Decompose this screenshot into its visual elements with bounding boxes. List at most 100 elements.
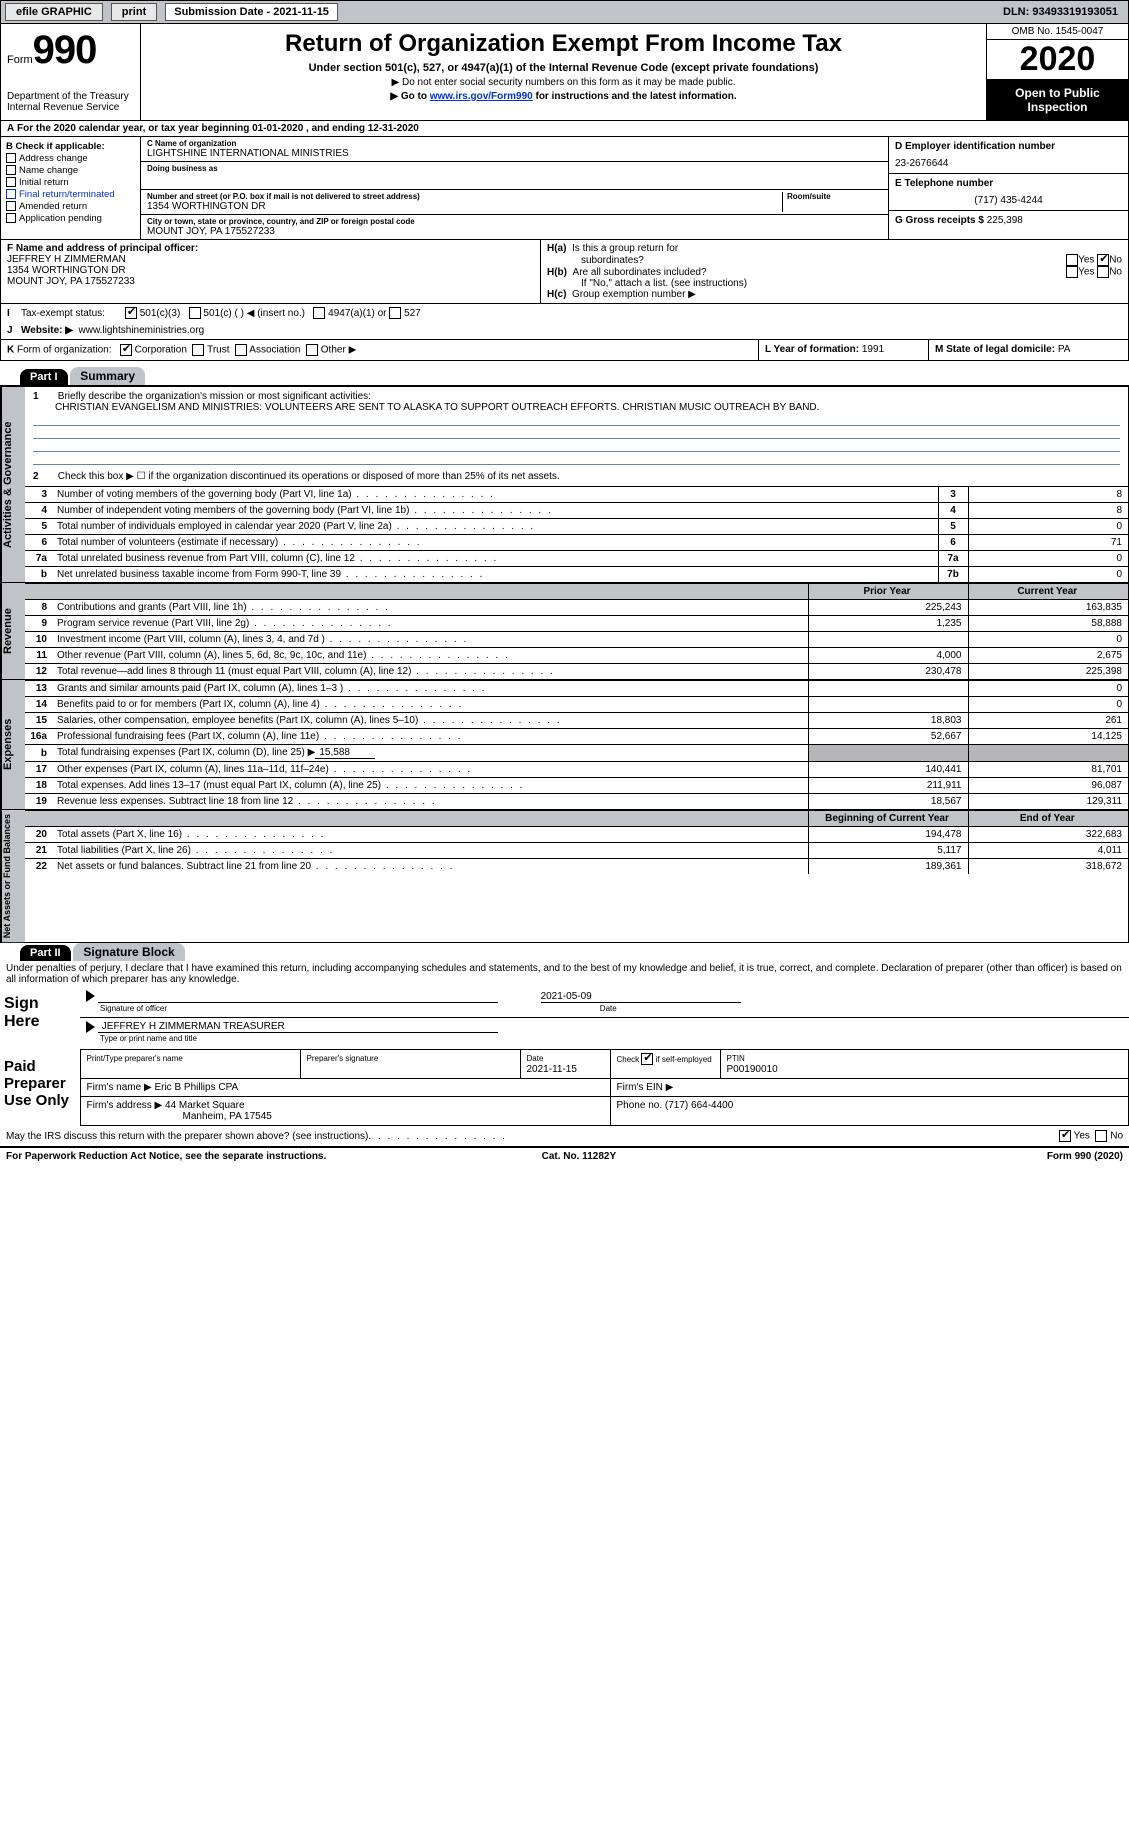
current-val: 58,888 <box>968 616 1128 632</box>
current-val: 318,672 <box>968 859 1128 875</box>
cb-application-pending[interactable]: Application pending <box>6 213 135 224</box>
firm-phone-label: Phone no. <box>617 1100 663 1111</box>
hb-no-box[interactable] <box>1097 266 1109 278</box>
row-klm: K Form of organization: Corporation Trus… <box>0 340 1129 361</box>
line-num: 15 <box>25 713 53 729</box>
arrow-icon <box>86 1021 95 1033</box>
dln-label: DLN: 93493319193051 <box>1003 6 1124 18</box>
prior-val: 4,000 <box>808 648 968 664</box>
officer-addr1: 1354 WORTHINGTON DR <box>7 265 126 276</box>
501c3-box[interactable] <box>125 307 137 319</box>
tax-exempt-label: Tax-exempt status: <box>21 308 105 319</box>
hb-label: H(b) Are all subordinates included? <box>547 267 707 278</box>
dept-irs: Internal Revenue Service <box>7 102 134 113</box>
527-box[interactable] <box>389 307 401 319</box>
prior-val: 1,235 <box>808 616 968 632</box>
discuss-no[interactable] <box>1095 1130 1107 1142</box>
cb-amended-return[interactable]: Amended return <box>6 201 135 212</box>
addr-value: 1354 WORTHINGTON DR <box>147 201 782 212</box>
line-num: 16a <box>25 729 53 745</box>
sig-date: 2021-05-09 <box>541 991 741 1003</box>
line-num: 7a <box>25 551 53 567</box>
line-num: 19 <box>25 794 53 810</box>
line-key: 5 <box>938 519 968 535</box>
current-val: 261 <box>968 713 1128 729</box>
line16b-val: 15,588 <box>315 747 375 759</box>
hb-yes-box[interactable] <box>1066 266 1078 278</box>
ha-no-box[interactable] <box>1097 254 1109 266</box>
501c-box[interactable] <box>189 307 201 319</box>
current-val: 96,087 <box>968 778 1128 794</box>
4947-box[interactable] <box>313 307 325 319</box>
line-num: 14 <box>25 697 53 713</box>
line-desc: Revenue less expenses. Subtract line 18 … <box>53 794 808 810</box>
line-val: 0 <box>968 551 1128 567</box>
prior-val: 225,243 <box>808 600 968 616</box>
end-year-hdr: End of Year <box>968 811 1128 827</box>
goto-prefix: ▶ Go to <box>390 91 429 102</box>
irs-link[interactable]: www.irs.gov/Form990 <box>430 91 533 102</box>
line-key: 7a <box>938 551 968 567</box>
org-name: LIGHTSHINE INTERNATIONAL MINISTRIES <box>147 148 882 159</box>
vtab-revenue: Revenue <box>1 583 25 679</box>
line-num: 12 <box>25 664 53 680</box>
hb-note: If "No," attach a list. (see instruction… <box>547 278 1122 289</box>
governance-section: Activities & Governance 1 Briefly descri… <box>0 385 1129 583</box>
paid-preparer-label: Paid Preparer Use Only <box>0 1050 80 1126</box>
self-employed-check[interactable]: Check if self-employed <box>617 1055 712 1064</box>
gross-receipts-value: 225,398 <box>987 215 1023 226</box>
website-value: www.lightshineministries.org <box>79 325 205 336</box>
cb-name-change[interactable]: Name change <box>6 165 135 176</box>
line-desc: Number of voting members of the governin… <box>53 487 938 503</box>
officer-label: F Name and address of principal officer: <box>7 243 198 254</box>
prior-val: 5,117 <box>808 843 968 859</box>
paperwork-notice: For Paperwork Reduction Act Notice, see … <box>6 1151 326 1162</box>
phone-label: E Telephone number <box>895 178 1122 189</box>
discuss-yes[interactable] <box>1059 1130 1071 1142</box>
line-key: 6 <box>938 535 968 551</box>
pt-date-label2: Date <box>527 1054 544 1063</box>
current-val: 14,125 <box>968 729 1128 745</box>
page-footer: For Paperwork Reduction Act Notice, see … <box>0 1146 1129 1165</box>
line-num: 4 <box>25 503 53 519</box>
line-desc: Grants and similar amounts paid (Part IX… <box>53 681 808 697</box>
line-desc: Contributions and grants (Part VIII, lin… <box>53 600 808 616</box>
line2-num: 2 <box>33 471 55 482</box>
line-desc: Investment income (Part VIII, column (A)… <box>53 632 808 648</box>
goto-note: ▶ Go to www.irs.gov/Form990 for instruct… <box>149 91 978 102</box>
prior-val: 18,567 <box>808 794 968 810</box>
tax-period: A For the 2020 calendar year, or tax yea… <box>0 121 1129 137</box>
form-word: Form <box>7 54 33 66</box>
ha-yes-box[interactable] <box>1066 254 1078 266</box>
row-website: J Website: ▶ www.lightshineministries.or… <box>0 322 1129 340</box>
corp-box[interactable] <box>120 344 132 356</box>
efile-graphic-button[interactable]: efile GRAPHIC <box>5 3 103 21</box>
pt-name-label: Print/Type preparer's name <box>87 1054 183 1063</box>
other-box[interactable] <box>306 344 318 356</box>
form-title: Return of Organization Exempt From Incom… <box>149 30 978 58</box>
line-desc: Total number of individuals employed in … <box>53 519 938 535</box>
begin-year-hdr: Beginning of Current Year <box>808 811 968 827</box>
line-key: 7b <box>938 567 968 583</box>
line16b-num: b <box>25 745 53 762</box>
line-desc: Net assets or fund balances. Subtract li… <box>53 859 808 875</box>
prior-val <box>808 681 968 697</box>
current-val: 4,011 <box>968 843 1128 859</box>
officer-typed-name: JEFFREY H ZIMMERMAN TREASURER <box>98 1021 498 1033</box>
prior-val: 18,803 <box>808 713 968 729</box>
netassets-section: Net Assets or Fund Balances Beginning of… <box>0 810 1129 943</box>
trust-box[interactable] <box>192 344 204 356</box>
firm-addr-label: Firm's address ▶ <box>87 1100 163 1111</box>
line-desc: Other expenses (Part IX, column (A), lin… <box>53 762 808 778</box>
line-desc: Program service revenue (Part VIII, line… <box>53 616 808 632</box>
cb-initial-return[interactable]: Initial return <box>6 177 135 188</box>
line-val: 8 <box>968 487 1128 503</box>
prior-val: 211,911 <box>808 778 968 794</box>
line-num: 9 <box>25 616 53 632</box>
assoc-box[interactable] <box>235 344 247 356</box>
cb-address-change[interactable]: Address change <box>6 153 135 164</box>
cb-final-return[interactable]: Final return/terminated <box>6 189 135 200</box>
line-desc: Total revenue—add lines 8 through 11 (mu… <box>53 664 808 680</box>
print-button[interactable]: print <box>111 3 157 21</box>
tax-year: 2020 <box>987 40 1128 80</box>
